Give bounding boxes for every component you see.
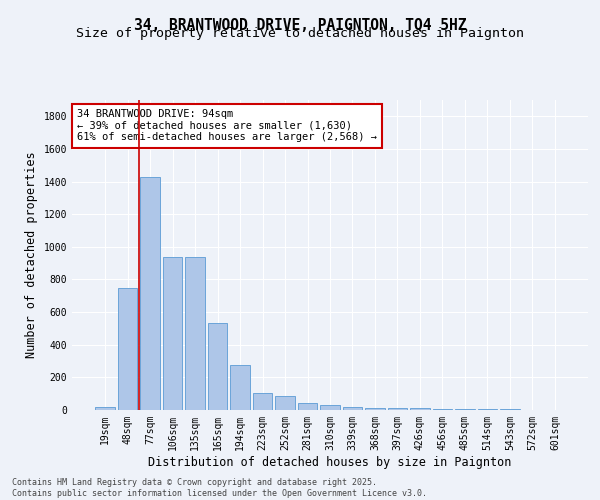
Bar [365, 408, 385, 410]
Bar [343, 406, 362, 410]
Bar [500, 409, 520, 410]
Bar [388, 408, 407, 410]
Bar [410, 408, 430, 410]
Bar [208, 322, 227, 410]
Text: 34 BRANTWOOD DRIVE: 94sqm
← 39% of detached houses are smaller (1,630)
61% of se: 34 BRANTWOOD DRIVE: 94sqm ← 39% of detac… [77, 110, 377, 142]
Bar [163, 256, 182, 410]
Bar [320, 405, 340, 410]
Bar [95, 406, 115, 410]
Bar [298, 402, 317, 410]
Text: 34, BRANTWOOD DRIVE, PAIGNTON, TQ4 5HZ: 34, BRANTWOOD DRIVE, PAIGNTON, TQ4 5HZ [134, 18, 466, 32]
Bar [118, 288, 137, 410]
Bar [230, 365, 250, 410]
Bar [140, 176, 160, 410]
Bar [253, 393, 272, 410]
X-axis label: Distribution of detached houses by size in Paignton: Distribution of detached houses by size … [148, 456, 512, 468]
Y-axis label: Number of detached properties: Number of detached properties [25, 152, 38, 358]
Bar [275, 396, 295, 410]
Text: Size of property relative to detached houses in Paignton: Size of property relative to detached ho… [76, 28, 524, 40]
Bar [185, 256, 205, 410]
Bar [455, 409, 475, 410]
Bar [433, 409, 452, 410]
Bar [478, 409, 497, 410]
Text: Contains HM Land Registry data © Crown copyright and database right 2025.
Contai: Contains HM Land Registry data © Crown c… [12, 478, 427, 498]
